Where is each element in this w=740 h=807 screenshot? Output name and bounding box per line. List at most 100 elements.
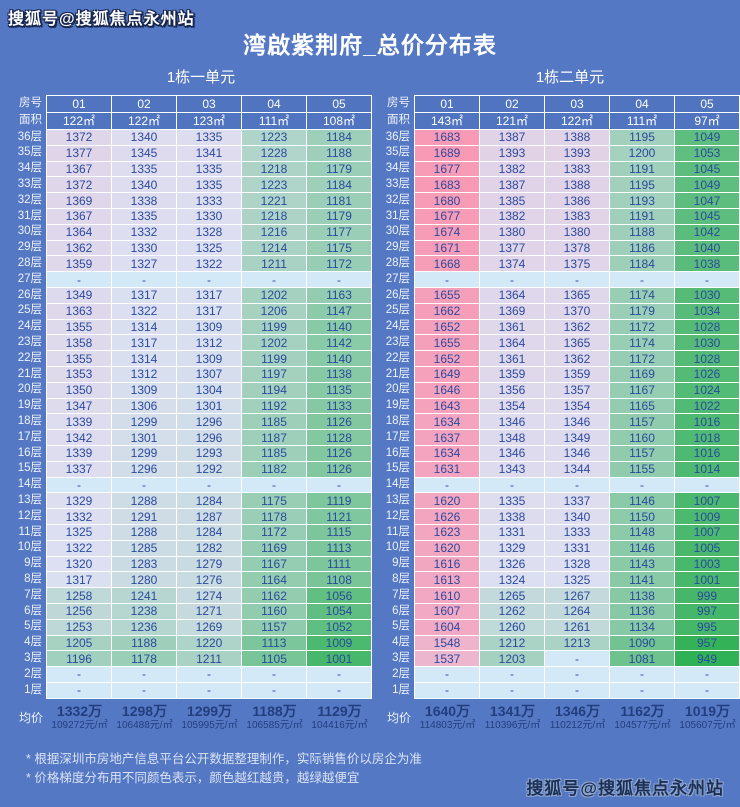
price-cell: 1211 — [241, 255, 307, 273]
price-cell: 1260 — [479, 618, 545, 636]
price-cell: 1283 — [111, 555, 177, 573]
price-cell: 1135 — [306, 381, 372, 399]
price-cell: 1387 — [479, 129, 545, 146]
price-cell: 1386 — [544, 192, 610, 209]
floor-label: 15层 — [385, 462, 410, 475]
average-price-per-sqm: 104416元/㎡ — [311, 720, 368, 731]
average-cell: 1341万 110396元/㎡ — [480, 703, 545, 732]
average-price-per-sqm: 106585元/㎡ — [246, 720, 303, 731]
price-cell: 1662 — [414, 302, 480, 320]
area-header: 122㎡ — [111, 112, 177, 130]
price-cell: 1030 — [674, 286, 740, 304]
price-cell: 1356 — [479, 381, 545, 399]
price-cell: 1346 — [544, 444, 610, 462]
price-cell: 1328 — [176, 223, 242, 241]
price-cell: 1322 — [46, 539, 112, 557]
price-cell: 1193 — [609, 192, 675, 209]
price-cell: 1090 — [609, 634, 675, 652]
price-cell: 1172 — [306, 255, 372, 273]
average-cell: 1298万 106488元/㎡ — [112, 703, 177, 732]
price-cell: 1683 — [414, 129, 480, 146]
price-cell: 1346 — [479, 413, 545, 431]
price-cell: 1148 — [609, 523, 675, 541]
price-cell: 1163 — [306, 286, 372, 304]
price-cell: - — [544, 476, 610, 494]
price-cell: 1312 — [176, 334, 242, 352]
price-cell: 1028 — [674, 350, 740, 367]
price-cell: 1324 — [479, 571, 545, 589]
price-cell: 1056 — [306, 587, 372, 604]
price-cell: 1119 — [306, 492, 372, 510]
price-cell: 1279 — [176, 555, 242, 573]
price-cell: 1346 — [544, 413, 610, 431]
price-cell: 1361 — [479, 350, 545, 367]
price-cell: 1353 — [46, 365, 112, 383]
price-cell: 1649 — [414, 365, 480, 383]
floor-label: 13层 — [17, 493, 42, 506]
floor-label: 16层 — [17, 446, 42, 459]
room-number-header: 03 — [176, 95, 242, 113]
price-cell: 957 — [674, 634, 740, 652]
price-cell: 1537 — [414, 650, 480, 668]
price-cell: 1256 — [46, 602, 112, 620]
price-cell: 1026 — [674, 365, 740, 383]
table-row: 25层 1662 1369 1370 1179 1034 — [376, 302, 740, 320]
price-cell: 1175 — [306, 239, 372, 257]
price-cell: 1652 — [414, 350, 480, 367]
room-number-header: 05 — [306, 95, 372, 113]
price-cell: 1164 — [241, 571, 307, 589]
price-cell: 1223 — [241, 129, 307, 146]
price-cell: 1683 — [414, 176, 480, 194]
floor-label: 10层 — [385, 541, 410, 554]
area-header: 108㎡ — [306, 112, 372, 130]
price-cell: 1228 — [241, 144, 307, 162]
average-price-per-sqm: 106488元/㎡ — [116, 720, 173, 731]
table-row: 23层 1358 1317 1312 1202 1142 — [8, 334, 372, 352]
floor-label: 28层 — [385, 257, 410, 270]
price-cell: 1202 — [241, 286, 307, 304]
price-cell: 1146 — [609, 492, 675, 510]
price-cell: 1299 — [111, 444, 177, 462]
price-cell: 1167 — [609, 381, 675, 399]
table-row: 33层 1683 1387 1388 1195 1049 — [376, 176, 740, 194]
table-row: 35层 1689 1393 1393 1200 1053 — [376, 144, 740, 162]
average-cell: 1188万 106585元/㎡ — [242, 703, 307, 732]
price-cell: 1174 — [609, 334, 675, 352]
price-cell: - — [414, 666, 480, 683]
table-row: 3层 1196 1178 1211 1105 1001 — [8, 650, 372, 668]
floor-label: 26层 — [385, 288, 410, 301]
price-cell: 1001 — [306, 650, 372, 668]
floor-label: 32层 — [385, 193, 410, 206]
price-cell: 1330 — [176, 207, 242, 225]
price-cell: 1613 — [414, 571, 480, 589]
price-cell: 1359 — [544, 365, 610, 383]
price-cell: 1192 — [241, 397, 307, 415]
price-cell: 1340 — [111, 129, 177, 146]
table-row: 36层 1683 1387 1388 1195 1049 — [376, 129, 740, 146]
price-cell: 1362 — [544, 318, 610, 336]
price-cell: 1296 — [176, 429, 242, 446]
price-cell: - — [609, 476, 675, 494]
price-cell: 1150 — [609, 508, 675, 525]
price-cell: 1179 — [609, 302, 675, 320]
table-row: 23层 1655 1364 1365 1174 1030 — [376, 334, 740, 352]
floor-label: 14层 — [17, 478, 42, 491]
floor-label: 27层 — [385, 272, 410, 285]
watermark-top: 搜狐号@搜狐焦点永州站 — [8, 11, 195, 28]
price-cell: 1200 — [609, 144, 675, 162]
price-cell: 1276 — [176, 571, 242, 589]
price-cell: 1335 — [176, 176, 242, 194]
price-cell: 1003 — [674, 555, 740, 573]
price-cell: 1322 — [111, 302, 177, 320]
table-row: 3层 1537 1203-1081 949 — [376, 650, 740, 668]
table-row: 30层 1364 1332 1328 1216 1177 — [8, 223, 372, 241]
price-cell: 1335 — [111, 160, 177, 178]
table-row: 13层 1329 1288 1284 1175 1119 — [8, 492, 372, 510]
price-cell: 1028 — [674, 318, 740, 336]
price-cell: 1362 — [544, 350, 610, 367]
price-cell: 1309 — [176, 350, 242, 367]
price-cell: - — [414, 476, 480, 494]
price-cell: 1212 — [479, 634, 545, 652]
price-cell: 1342 — [46, 429, 112, 446]
price-cell: 1328 — [544, 555, 610, 573]
